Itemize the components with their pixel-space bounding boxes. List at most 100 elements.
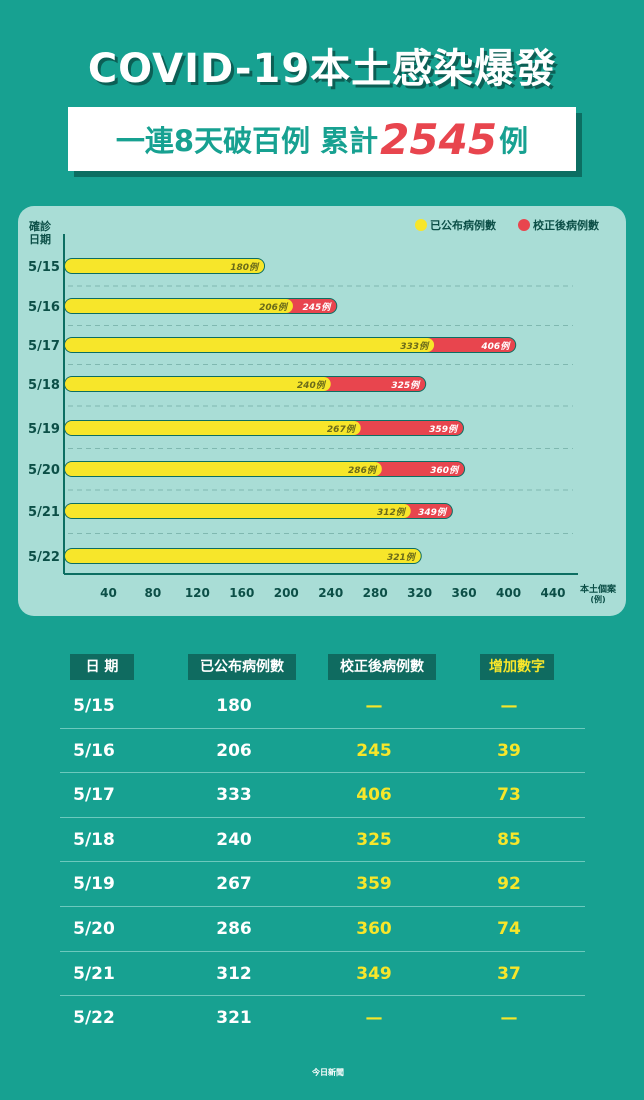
category-label: 5/22 <box>28 550 60 565</box>
cell-corrected: 359 <box>356 874 392 895</box>
news-logo: 今日新聞 <box>312 1068 344 1077</box>
bar-label-corrected: 349例 <box>418 507 448 518</box>
x-tick-label: 160 <box>229 586 254 600</box>
bar-label-published: 267例 <box>327 424 357 435</box>
cell-increase: 39 <box>497 740 521 761</box>
bar-label-published: 240例 <box>297 380 327 391</box>
cell-increase: 73 <box>497 785 521 806</box>
table-row: 5/20 286 360 74 <box>60 907 585 952</box>
cell-increase: 92 <box>497 874 521 895</box>
x-axis-title-line1: 本土個案 <box>580 583 617 595</box>
cell-increase: — <box>500 1008 518 1029</box>
cell-date: 5/22 <box>73 1008 115 1029</box>
y-axis-title-line2: 日期 <box>29 232 51 246</box>
bar-label-published: 333例 <box>400 341 430 352</box>
x-tick-label: 240 <box>318 586 343 600</box>
table-row: 5/22 321 — — <box>60 996 585 1040</box>
table-row: 5/18 240 325 85 <box>60 818 585 863</box>
bar-label-corrected: 360例 <box>430 465 460 476</box>
table-body: 5/15 180 — — 5/16 206 245 39 5/17 333 406 73 5/18 240… <box>60 684 585 1040</box>
bar-label-corrected: 359例 <box>429 424 459 435</box>
bar-published <box>65 421 361 435</box>
cell-corrected: — <box>365 696 383 716</box>
bar-label-published: 206例 <box>259 302 289 313</box>
cell-corrected: 325 <box>356 829 392 850</box>
bar-published <box>65 549 421 563</box>
cell-published: 267 <box>216 874 252 895</box>
cell-date: 5/20 <box>73 918 115 939</box>
cell-date: 5/19 <box>73 874 115 895</box>
category-label: 5/18 <box>28 378 60 393</box>
subtitle-banner: 一連8天破百例 累計 2545 例 <box>68 107 576 171</box>
x-tick-label: 120 <box>185 586 210 600</box>
data-table: 日 期 已公布病例數 校正後病例數 增加數字 5/15 180 — — 5/16 206 2… <box>60 654 585 1040</box>
cell-increase: 37 <box>497 963 521 984</box>
subtitle-total: 2545 <box>380 114 498 164</box>
x-tick-label: 400 <box>496 586 521 600</box>
category-label: 5/19 <box>28 422 60 437</box>
page-title: COVID-19本土感染爆發 <box>87 46 557 92</box>
category-label: 5/16 <box>28 300 60 315</box>
y-axis-title-line1: 確診 <box>29 219 52 233</box>
table-row: 5/17 333 406 73 <box>60 773 585 818</box>
subtitle-suffix: 例 <box>499 124 529 158</box>
bar-published <box>65 299 293 313</box>
category-label: 5/17 <box>28 339 60 354</box>
x-tick-label: 320 <box>407 586 432 600</box>
legend-marker-published <box>415 219 427 231</box>
subtitle-prefix: 一連8天破百例 累計 <box>115 124 379 158</box>
cell-published: 206 <box>216 740 252 761</box>
cell-published: 240 <box>216 829 252 850</box>
cell-date: 5/15 <box>73 696 115 716</box>
x-tick-label: 440 <box>540 586 565 600</box>
cell-corrected: 245 <box>356 740 392 761</box>
cell-increase: — <box>500 696 518 716</box>
cell-date: 5/18 <box>73 829 115 850</box>
bar-label-published: 321例 <box>387 552 417 563</box>
bar-published <box>65 259 265 273</box>
cell-published: 312 <box>216 963 252 984</box>
cell-published: 180 <box>216 696 252 716</box>
legend-label-corrected: 校正後病例數 <box>533 218 599 232</box>
cell-increase: 85 <box>497 829 521 850</box>
cell-date: 5/17 <box>73 785 115 806</box>
x-tick-label: 80 <box>145 586 162 600</box>
table-row: 5/15 180 — — <box>60 684 585 729</box>
x-axis-title-line2: (例) <box>590 594 605 604</box>
legend-label-published: 已公布病例數 <box>430 218 496 232</box>
table-header: 日 期 已公布病例數 校正後病例數 增加數字 <box>60 654 585 684</box>
x-tick-label: 40 <box>100 586 117 600</box>
x-tick-label: 200 <box>274 586 299 600</box>
chart-panel: 確診 日期本土個案 (例) 40 80 120 160 200 240 280 320 360 400 4… <box>18 206 626 616</box>
table-row: 5/19 267 359 92 <box>60 862 585 907</box>
x-tick-label: 360 <box>452 586 477 600</box>
cell-corrected: 360 <box>356 918 392 939</box>
category-label: 5/15 <box>28 260 60 275</box>
header-corrected: 校正後病例數 <box>328 654 436 680</box>
table-row: 5/21 312 349 37 <box>60 952 585 997</box>
bar-published <box>65 377 331 391</box>
bar-label-published: 180例 <box>230 262 260 273</box>
bar-label-published: 286例 <box>348 465 378 476</box>
cell-published: 321 <box>216 1008 252 1029</box>
bar-label-corrected: 325例 <box>391 380 421 391</box>
legend-marker-corrected <box>518 219 530 231</box>
bar-published <box>65 338 435 352</box>
cell-date: 5/16 <box>73 740 115 761</box>
cell-corrected: 406 <box>356 785 392 806</box>
bar-label-published: 312例 <box>377 507 407 518</box>
bar-label-corrected: 406例 <box>480 341 511 352</box>
cell-published: 333 <box>216 785 252 806</box>
cell-date: 5/21 <box>73 963 115 984</box>
bar-published <box>65 462 382 476</box>
x-tick-label: 280 <box>363 586 388 600</box>
header-increase: 增加數字 <box>480 654 554 680</box>
cell-published: 286 <box>216 918 252 939</box>
bar-label-corrected: 245例 <box>302 302 332 313</box>
cell-corrected: 349 <box>356 963 392 984</box>
cell-corrected: — <box>365 1008 383 1029</box>
category-label: 5/20 <box>28 463 60 478</box>
cell-increase: 74 <box>497 918 521 939</box>
header-date: 日 期 <box>70 654 134 680</box>
